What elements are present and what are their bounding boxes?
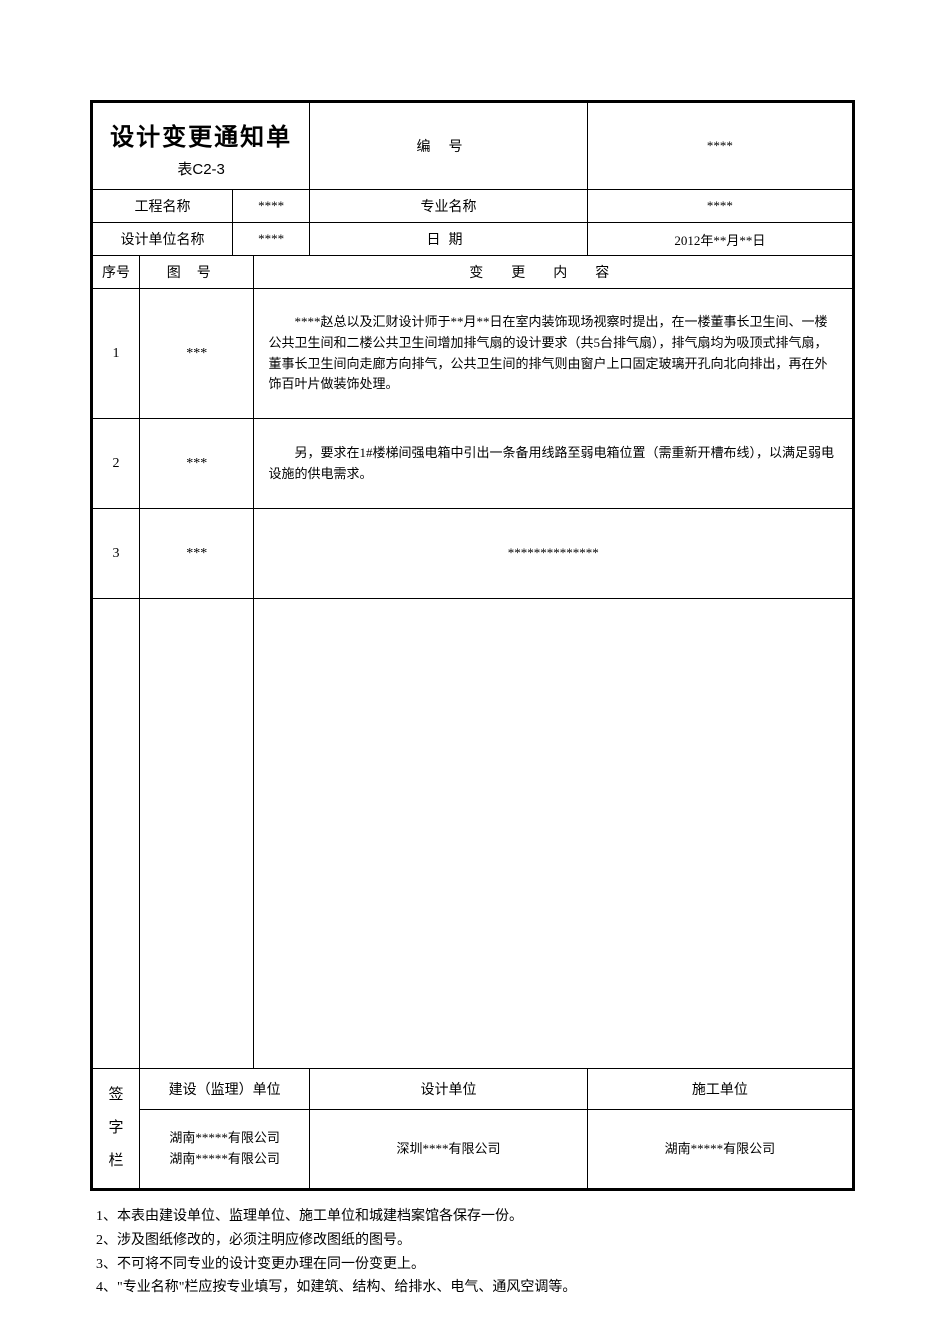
content-header-row: 序号 图号 变更内容 [92, 256, 854, 289]
change-cell: ************** [254, 509, 854, 599]
header-seq: 序号 [92, 256, 140, 289]
sign-col3-value: 湖南*****有限公司 [587, 1110, 853, 1190]
sign-col1-value: 湖南*****有限公司 湖南*****有限公司 [140, 1110, 310, 1190]
header-drawing: 图号 [140, 256, 254, 289]
table-row: 1 *** ****赵总以及汇财设计师于**月**日在室内装饰现场视察时提出，在… [92, 289, 854, 419]
drawing-cell [140, 599, 254, 1069]
form-title: 设计变更通知单 [101, 117, 301, 152]
seq-cell: 2 [92, 419, 140, 509]
note-line: 4、"专业名称"栏应按专业填写，如建筑、结构、给排水、电气、通风空调等。 [96, 1276, 855, 1300]
title-cell: 设计变更通知单 表C2-3 [92, 102, 310, 190]
title-row: 设计变更通知单 表C2-3 编号 **** [92, 102, 854, 190]
sign-label-2: 字 [108, 1120, 123, 1136]
sign-col2-value: 深圳****有限公司 [310, 1110, 588, 1190]
sign-col3-header: 施工单位 [587, 1069, 853, 1110]
code-value: **** [587, 102, 853, 190]
header-change: 变更内容 [254, 256, 854, 289]
major-value: **** [587, 190, 853, 223]
project-value: **** [232, 190, 309, 223]
date-value: 2012年**月**日 [587, 223, 853, 256]
design-change-form-table: 设计变更通知单 表C2-3 编号 **** 工程名称 **** 专业名称 ***… [90, 100, 855, 1191]
design-unit-row: 设计单位名称 **** 日期 2012年**月**日 [92, 223, 854, 256]
project-row: 工程名称 **** 专业名称 **** [92, 190, 854, 223]
change-cell: ****赵总以及汇财设计师于**月**日在室内装饰现场视察时提出，在一楼董事长卫… [254, 289, 854, 419]
sign-label-3: 栏 [108, 1153, 123, 1169]
sign-label-cell: 签 字 栏 [92, 1069, 140, 1190]
drawing-cell: *** [140, 509, 254, 599]
change-cell [254, 599, 854, 1069]
code-label: 编号 [310, 102, 588, 190]
seq-cell: 1 [92, 289, 140, 419]
sign-col2-header: 设计单位 [310, 1069, 588, 1110]
drawing-cell: *** [140, 289, 254, 419]
major-label: 专业名称 [310, 190, 588, 223]
drawing-cell: *** [140, 419, 254, 509]
table-row [92, 599, 854, 1069]
table-row: 2 *** 另，要求在1#楼梯间强电箱中引出一条备用线路至弱电箱位置（需重新开槽… [92, 419, 854, 509]
notes-section: 1、本表由建设单位、监理单位、施工单位和城建档案馆各保存一份。 2、涉及图纸修改… [90, 1205, 855, 1300]
sign-value-row: 湖南*****有限公司 湖南*****有限公司 深圳****有限公司 湖南***… [92, 1110, 854, 1190]
sign-label-1: 签 [108, 1087, 123, 1103]
date-label: 日期 [310, 223, 588, 256]
seq-cell: 3 [92, 509, 140, 599]
sign-header-row: 签 字 栏 建设（监理）单位 设计单位 施工单位 [92, 1069, 854, 1110]
design-unit-label: 设计单位名称 [92, 223, 233, 256]
project-label: 工程名称 [92, 190, 233, 223]
note-line: 1、本表由建设单位、监理单位、施工单位和城建档案馆各保存一份。 [96, 1205, 855, 1229]
note-line: 3、不可将不同专业的设计变更办理在同一份变更上。 [96, 1253, 855, 1277]
design-unit-value: **** [232, 223, 309, 256]
sign-col1-header: 建设（监理）单位 [140, 1069, 310, 1110]
form-subtitle: 表C2-3 [101, 158, 301, 179]
seq-cell [92, 599, 140, 1069]
table-row: 3 *** ************** [92, 509, 854, 599]
note-line: 2、涉及图纸修改的，必须注明应修改图纸的图号。 [96, 1229, 855, 1253]
change-cell: 另，要求在1#楼梯间强电箱中引出一条备用线路至弱电箱位置（需重新开槽布线），以满… [254, 419, 854, 509]
